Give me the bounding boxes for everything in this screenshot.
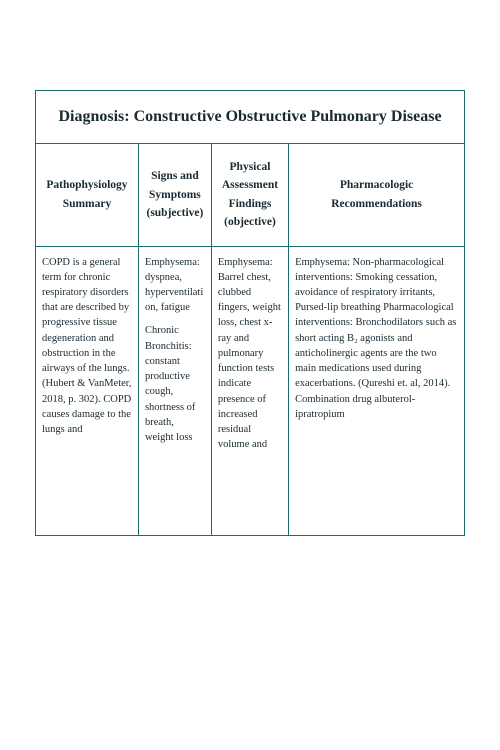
pharmacologic-text: Emphysema: Non-pharmacological intervent… <box>295 255 458 422</box>
cell-pharmacologic: Emphysema: Non-pharmacological intervent… <box>289 246 465 535</box>
column-header-pharmacologic: Pharmacologic Recommendations <box>289 144 465 247</box>
table-title: Diagnosis: Constructive Obstructive Pulm… <box>36 91 465 144</box>
column-header-findings: Physical Assessment Findings (objective) <box>211 144 288 247</box>
column-header-pathophysiology: Pathophysiology Summary <box>36 144 139 247</box>
findings-text: Emphysema: Barrel chest, clubbed fingers… <box>218 255 282 453</box>
cell-signs: Emphysema: dyspnea, hyperventilation, fa… <box>138 246 211 535</box>
emphysema-signs-text: Emphysema: dyspnea, hyperventilation, fa… <box>145 255 205 316</box>
document-page: Diagnosis: Constructive Obstructive Pulm… <box>0 0 500 750</box>
diagnosis-table: Diagnosis: Constructive Obstructive Pulm… <box>35 90 465 536</box>
cell-findings: Emphysema: Barrel chest, clubbed fingers… <box>211 246 288 535</box>
column-header-signs: Signs and Symptoms (subjective) <box>138 144 211 247</box>
cell-pathophysiology: COPD is a general term for chronic respi… <box>36 246 139 535</box>
bronchitis-signs-text: Chronic Bronchitis: constant productive … <box>145 323 205 445</box>
pathophysiology-text: COPD is a general term for chronic respi… <box>42 255 132 438</box>
